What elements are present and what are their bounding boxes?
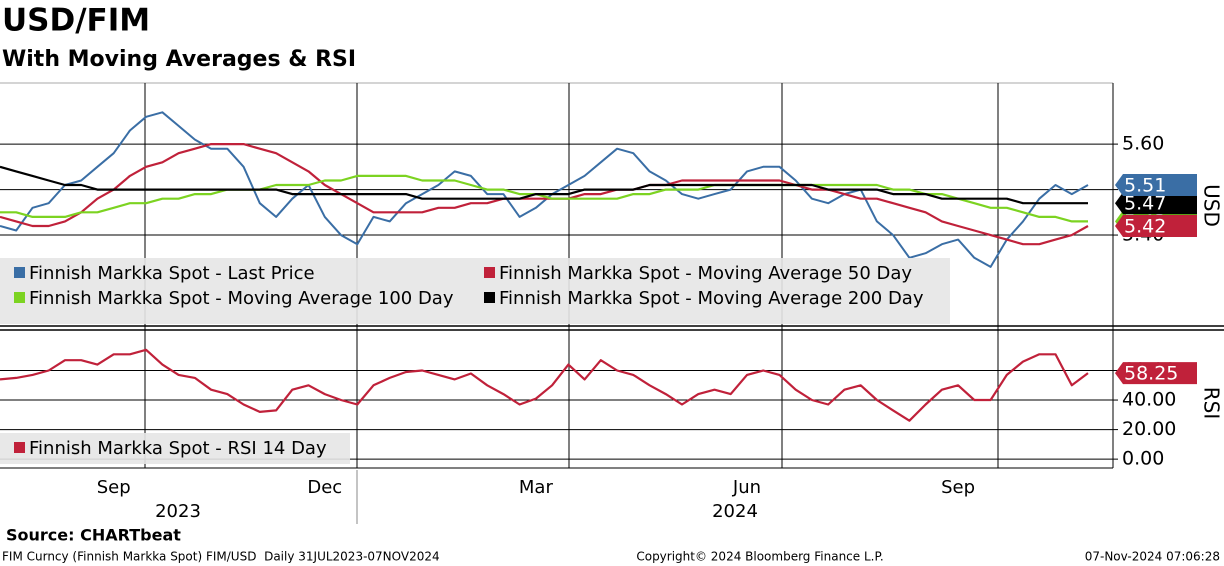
year-label: 2024 [712, 501, 758, 522]
footer-right: 07-Nov-2024 07:06:28 [1085, 550, 1220, 564]
last-value-label: 5.51 [1124, 175, 1166, 197]
last-value-tag [1115, 174, 1197, 197]
legend-label: Finnish Markka Spot - Moving Average 200… [499, 288, 924, 309]
legend-label: Finnish Markka Spot - Moving Average 50 … [499, 263, 912, 284]
subtitle: With Moving Averages & RSI [2, 47, 356, 72]
legend-label: Finnish Markka Spot - Moving Average 100… [29, 288, 454, 309]
legend-swatch [484, 267, 495, 278]
title: USD/FIM [2, 3, 150, 39]
y-axis-label: USD [1200, 184, 1224, 227]
series-line [0, 111, 1089, 268]
y-tick-label: 40.00 [1122, 389, 1176, 411]
series-line [0, 143, 1089, 246]
legend-swatch [14, 442, 25, 453]
y-tick-label: 0.00 [1122, 448, 1164, 470]
y-tick-label: 5.60 [1122, 133, 1164, 155]
source: Source: CHARTbeat [6, 526, 181, 545]
last-value-tag [1115, 362, 1197, 385]
last-value-label: 58.25 [1124, 363, 1178, 385]
legend-box [0, 433, 350, 464]
y-tick-label: 20.00 [1122, 418, 1176, 440]
legend-swatch [484, 292, 495, 303]
year-label: 2023 [155, 501, 201, 522]
x-tick-label: Jun [732, 477, 761, 498]
x-tick-label: Dec [307, 477, 342, 498]
legend-box [0, 258, 950, 324]
footer-center: Copyright© 2024 Bloomberg Finance L.P. [636, 550, 883, 564]
footer-left: FIM Curncy (Finnish Markka Spot) FIM/USD… [2, 550, 440, 564]
legend-label: Finnish Markka Spot - Last Price [29, 263, 315, 284]
legend-swatch [14, 292, 25, 303]
series-line [0, 174, 1088, 223]
x-tick-label: Mar [519, 477, 554, 498]
y-axis-label: RSI [1200, 387, 1224, 420]
x-tick-label: Sep [941, 477, 975, 498]
series-line [0, 165, 1088, 205]
x-tick-label: Sep [97, 477, 131, 498]
legend-label: Finnish Markka Spot - RSI 14 Day [29, 438, 327, 459]
last-value-tag [1115, 192, 1197, 215]
series-line [0, 348, 1089, 422]
last-value-label: 5.42 [1124, 215, 1166, 237]
last-value-label: 5.47 [1124, 193, 1166, 215]
last-value-tag [1115, 214, 1197, 237]
legend-swatch [14, 267, 25, 278]
